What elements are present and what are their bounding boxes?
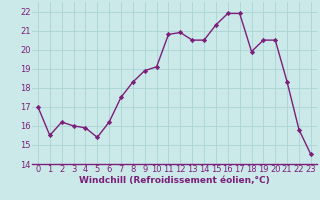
X-axis label: Windchill (Refroidissement éolien,°C): Windchill (Refroidissement éolien,°C) [79, 176, 270, 185]
